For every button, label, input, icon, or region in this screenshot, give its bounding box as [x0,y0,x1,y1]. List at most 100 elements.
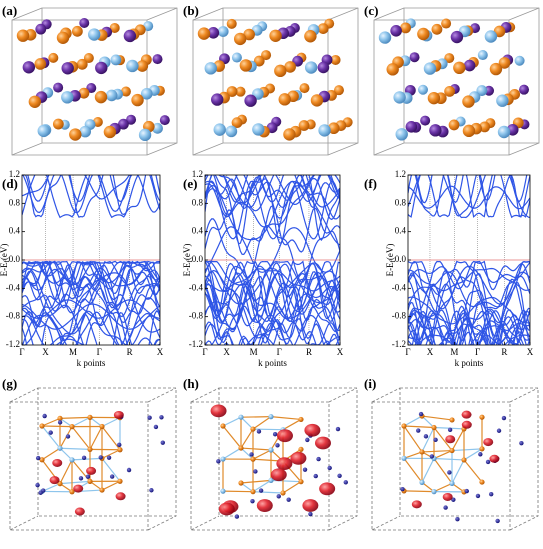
y-tick-label: -0.4 [189,282,204,292]
band [22,275,160,312]
atom [238,480,244,486]
atom [501,415,507,421]
atom [298,479,304,485]
bond [433,427,453,451]
charge-lobe [256,499,273,512]
bond [240,416,254,430]
atom [117,442,122,448]
y-tick-label: 0.0 [192,254,204,264]
charge-lobe [52,458,63,467]
bond [421,458,435,483]
atom [405,120,418,133]
bond [433,482,453,493]
atom [250,489,256,495]
bond [101,449,121,459]
atom [417,84,428,95]
y-tick-label: 1.2 [9,169,20,179]
y-tick-label: -0.4 [392,282,407,292]
bond [252,416,272,430]
y-label-part: E-E [385,262,395,276]
atom [317,23,329,34]
y-axis-label: E-Ef(eV) [385,244,397,277]
charge-lobe [113,410,124,419]
atom [283,128,296,141]
charge-lobe [483,438,494,447]
atom [109,22,120,33]
atom [103,125,117,139]
band [205,318,340,345]
atom [441,18,452,29]
atom [34,58,47,70]
band [22,260,160,296]
y-label-part: f [389,259,397,262]
band [22,303,160,330]
atom [423,434,429,439]
atom [318,124,331,137]
atom [400,22,411,34]
atom [140,87,153,100]
panel-label: (h) [183,376,199,391]
band [24,175,160,218]
atom [280,490,286,496]
charge-lobe [210,404,227,418]
y-tick-label: 1.2 [395,169,406,179]
band [22,260,160,286]
atom [447,470,452,475]
cell-edge [371,515,401,531]
y-label-part: E-E [0,262,9,276]
atom [337,473,342,479]
atom [35,23,47,35]
atom [316,456,321,462]
atom [419,479,425,485]
y-tick-label: -0.4 [6,282,21,292]
atom [327,122,340,135]
atom [69,424,75,430]
band [22,175,160,200]
bond [101,480,121,491]
atom [401,423,407,429]
atom [87,446,93,452]
bond [240,447,272,451]
atom [497,125,511,139]
atom [250,426,256,432]
atom [216,459,221,464]
band [408,312,530,345]
atom [42,413,47,419]
band [22,310,160,345]
cell-edge [190,387,220,403]
cell-edge [192,7,224,21]
atom [87,414,93,420]
charge-lobe [276,457,293,471]
atom [79,125,92,138]
cell-edge [192,142,224,156]
atom [463,59,476,72]
y-tick-label: 0.0 [9,254,21,264]
charge-lobe [276,429,293,443]
cell-edge [508,7,540,21]
bond [433,458,453,484]
atom [149,488,154,493]
atom [488,491,494,497]
atom [117,447,123,453]
band [408,282,530,345]
band [408,175,530,219]
atom [333,85,344,96]
atom [120,86,131,97]
atom [489,62,503,76]
y-tick-label: -0.8 [189,311,204,321]
x-tick-label: Γ [405,347,410,357]
atom [235,86,246,97]
atom [48,430,53,435]
atom [204,62,217,75]
band [408,267,530,292]
cell-edge [147,387,177,403]
atom [160,440,165,445]
bond [71,426,91,450]
panel-label: (f) [364,176,377,191]
atom [479,479,485,485]
charge-lobe [86,466,97,475]
charge-lobe [411,500,422,509]
atom [269,29,282,42]
atom [106,455,112,460]
bond [403,490,435,493]
